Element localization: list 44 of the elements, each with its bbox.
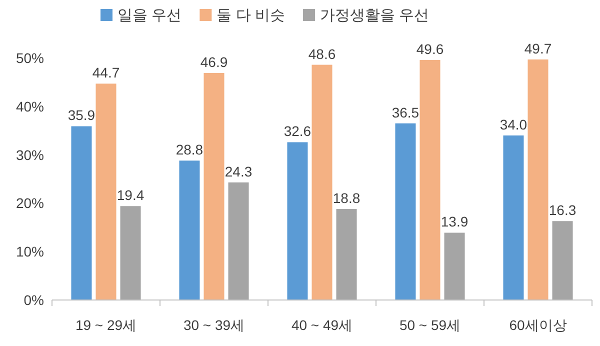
data-label: 19.4 [116,187,144,204]
y-tick-label: 40% [16,98,44,114]
data-label: 13.9 [440,214,468,230]
bar [336,209,357,300]
x-tick-label: 50 ~ 59세 [399,317,461,333]
bar [71,126,92,300]
data-label: 16.3 [548,202,576,218]
bar [528,59,548,300]
data-label: 36.5 [392,104,420,120]
data-label: 44.7 [92,64,120,81]
bar [179,160,200,300]
x-tick-label: 40 ~ 49세 [291,317,353,333]
data-label: 46.9 [200,54,228,70]
bar [120,206,141,300]
legend-label: 둘 다 비슷 [216,7,286,24]
y-tick-label: 0% [24,292,44,308]
data-label: 48.6 [308,46,336,62]
bar [395,123,416,300]
y-tick-label: 30% [16,146,44,163]
x-tick-label: 30 ~ 39세 [183,317,245,333]
bar [552,221,573,300]
legend-label: 가정생활을 우선 [320,7,430,24]
x-tick-label: 19 ~ 29세 [75,317,137,333]
data-label: 49.7 [524,40,552,56]
y-tick-label: 50% [16,50,44,66]
data-label: 35.9 [68,107,96,124]
bar [420,60,440,300]
data-label: 49.6 [416,40,444,57]
data-label: 34.0 [500,116,528,132]
y-tick-label: 10% [16,244,44,260]
bar [96,84,116,300]
bar [228,182,249,300]
data-label: 18.8 [332,190,360,206]
data-label: 28.8 [176,142,204,158]
bar [312,64,332,300]
x-tick-label: 60세이상 [509,317,567,333]
data-label: 32.6 [284,123,312,140]
bar [444,232,465,300]
bar [287,142,308,300]
y-tick-label: 20% [16,195,44,212]
bar [503,135,524,300]
legend-label: 일을 우선 [118,7,182,24]
data-label: 24.3 [224,163,252,180]
bar [204,73,224,300]
